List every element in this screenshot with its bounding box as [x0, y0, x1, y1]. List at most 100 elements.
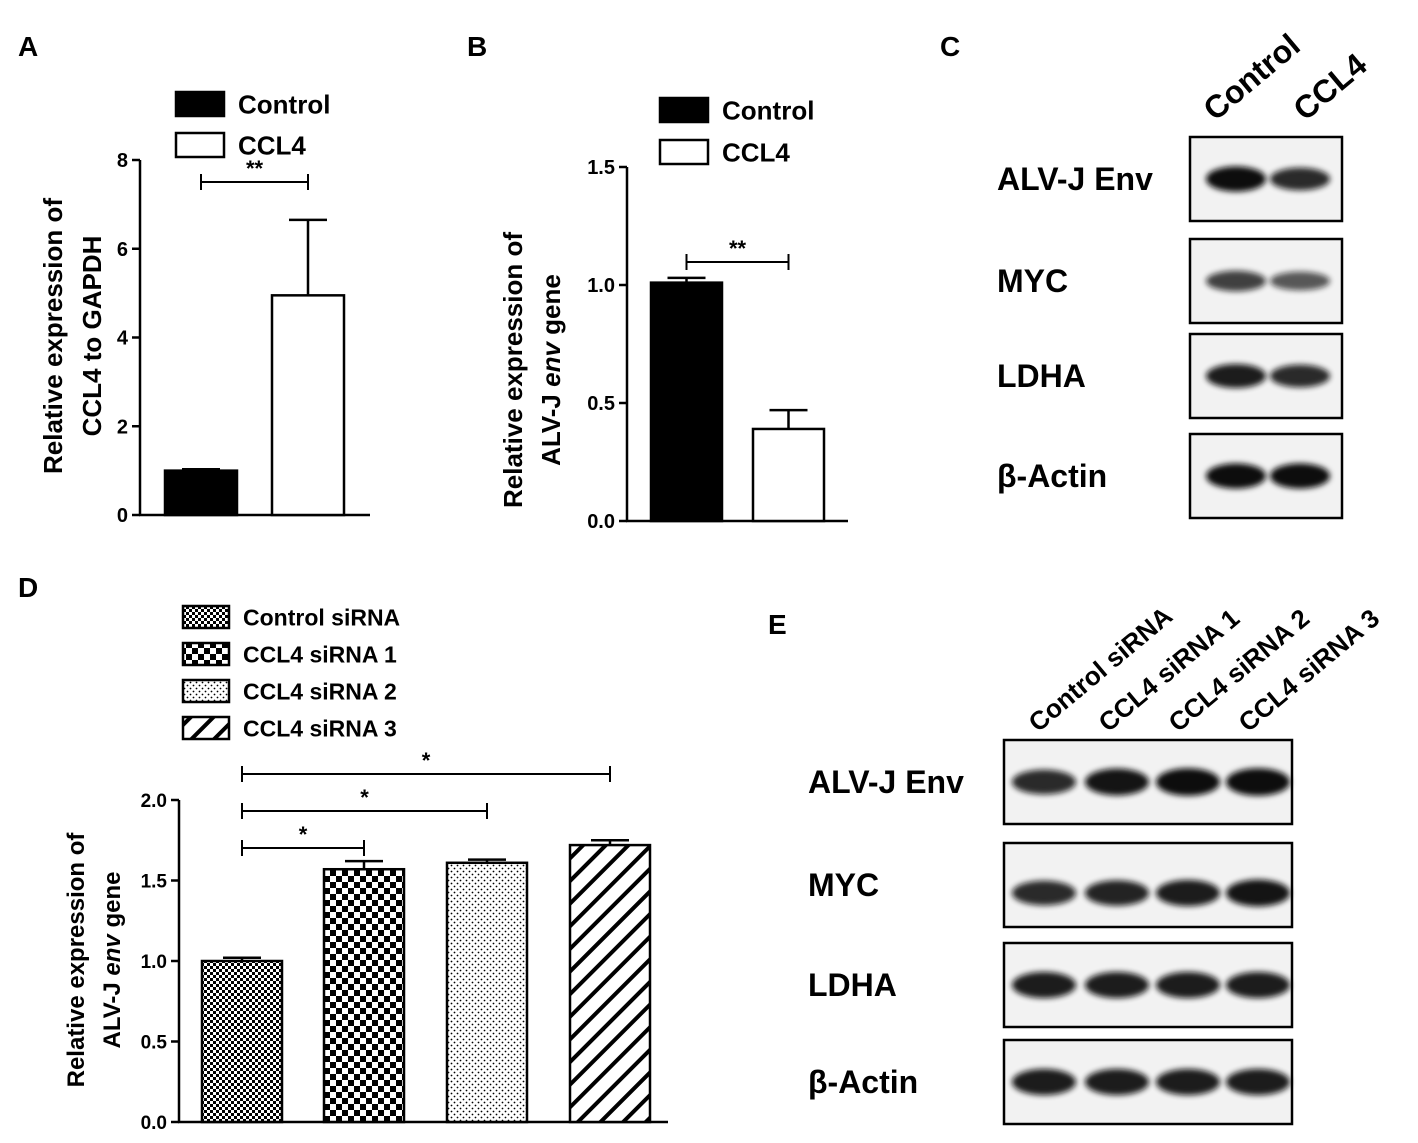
legend-label-d: CCL4 siRNA 3: [243, 715, 397, 741]
y-axis-label-part-a: CCL4 to GAPDH: [77, 236, 107, 437]
legend-label-a: Control: [238, 89, 330, 119]
y-tick-label-d: 1.5: [141, 872, 168, 893]
blot-band-c: [1206, 463, 1266, 489]
panel-label-d: D: [18, 572, 38, 603]
y-tick-label-b: 1.0: [587, 275, 615, 297]
bar-a-2: [270, 294, 346, 517]
blot-band-e: [1012, 1068, 1076, 1096]
legend-swatch-b: [658, 96, 710, 124]
blot-band-e: [1012, 880, 1076, 906]
bar-d-4: [568, 843, 652, 1124]
blot-band-e: [1085, 1068, 1149, 1096]
bar-b-1: [649, 281, 724, 523]
blot-band-c: [1270, 271, 1330, 291]
blot-band-c: [1270, 364, 1330, 388]
bar-b-2: [751, 427, 826, 523]
sig-label-d: *: [422, 748, 431, 773]
blot-band-c: [1270, 463, 1330, 489]
y-tick-label-a: 0: [117, 505, 128, 527]
legend-label-d: CCL4 siRNA 2: [243, 678, 397, 704]
panel-label-e: E: [768, 609, 787, 640]
y-axis-label-part-b: ALV-J: [536, 387, 566, 466]
chart-b: 0.0 0.5 1.0 1.5 ** Control CCL4 Relative expres…: [498, 95, 848, 533]
y-axis-label-part-d: gene: [99, 872, 126, 935]
legend-label-b: CCL4: [722, 137, 790, 167]
y-tick-label-d: 2.0: [141, 791, 167, 812]
blot-row-label-c: LDHA: [997, 358, 1086, 394]
blot-row-label-c: β-Actin: [997, 458, 1107, 494]
panel-label-b: B: [467, 31, 487, 62]
lane-label-c: Control: [1196, 27, 1306, 128]
y-axis-label-a: CCL4 to GAPDH: [77, 236, 107, 437]
y-tick-label-d: 0.0: [141, 1113, 167, 1134]
legend-swatch-d: [181, 604, 231, 630]
blot-band-c: [1206, 364, 1266, 388]
y-tick-label-a: 2: [117, 416, 128, 438]
y-axis-label-part-b: gene: [536, 274, 566, 342]
y-tick-label-d: 1.0: [141, 952, 167, 973]
legend-label-d: CCL4 siRNA 1: [243, 641, 397, 667]
sig-label-d: *: [299, 822, 308, 847]
legend-swatch-a: [174, 131, 226, 159]
chart-d: 0.0 0.5 1.0 1.5 2.0 * * * Control siRNA CCL4 siRN…: [63, 604, 668, 1134]
blot-row-label-c: ALV-J Env: [997, 161, 1153, 197]
y-axis-label-part-d: env: [99, 933, 126, 976]
legend-swatch-d: [181, 715, 231, 741]
legend-swatch-d: [181, 641, 231, 667]
blot-band-e: [1156, 1068, 1220, 1096]
blot-band-e: [1085, 880, 1149, 906]
legend-swatch-b: [658, 138, 710, 166]
bar-d-1: [200, 959, 284, 1124]
blot-band-e: [1156, 879, 1220, 907]
blot-band-e: [1226, 879, 1290, 907]
bar-d-3: [445, 861, 529, 1124]
y-tick-label-a: 4: [117, 328, 129, 350]
blot-band-e: [1226, 768, 1290, 796]
y-tick-label-d: 0.5: [141, 1033, 168, 1054]
blot-band-c: [1206, 270, 1266, 292]
blot-band-e: [1085, 971, 1149, 999]
y-axis-label-d: ALV-J env gene: [99, 872, 126, 1049]
y-axis-label-b: ALV-J env gene: [536, 274, 566, 466]
y-tick-label-b: 0.0: [587, 511, 615, 533]
y-axis-label-d: Relative expression of: [63, 832, 90, 1088]
y-axis-label-part-b: env: [536, 341, 566, 387]
sig-label-d: *: [360, 785, 369, 810]
legend-label-d: Control siRNA: [243, 604, 400, 630]
legend-label-b: Control: [722, 95, 814, 125]
blot-band-e: [1156, 768, 1220, 796]
blot-band-c: [1206, 166, 1266, 192]
y-axis-label-b: Relative expression of: [498, 232, 528, 508]
blot-band-e: [1226, 1068, 1290, 1096]
blot-band-e: [1012, 971, 1076, 999]
legend-swatch-a: [174, 90, 226, 118]
y-tick-label-b: 1.5: [587, 157, 615, 179]
panel-label-a: A: [18, 31, 38, 62]
sig-label-b: **: [729, 236, 747, 261]
y-tick-label-b: 0.5: [587, 393, 615, 415]
legend-swatch-d: [181, 678, 231, 704]
blot-row-label-c: MYC: [997, 263, 1068, 299]
blot-band-e: [1156, 971, 1220, 999]
y-axis-label-a: Relative expression of: [38, 198, 68, 474]
blot-band-e: [1085, 768, 1149, 796]
y-axis-label-part-d: ALV-J: [99, 976, 126, 1049]
y-tick-label-a: 6: [117, 239, 128, 261]
bar-d-2: [322, 867, 406, 1124]
legend-label-a: CCL4: [238, 130, 306, 160]
bar-a-1: [163, 469, 239, 517]
panel-label-c: C: [940, 31, 960, 62]
chart-a: 0 2 4 6 8 ** Control CCL4 Relative expression of…: [38, 89, 370, 527]
blot-band-e: [1012, 769, 1076, 795]
blot-band-e: [1226, 971, 1290, 999]
sig-label-a: **: [246, 156, 264, 181]
y-tick-label-a: 8: [117, 150, 128, 172]
blot-row-label-e: LDHA: [808, 967, 897, 1003]
blot-band-c: [1270, 167, 1330, 191]
blot-row-label-e: MYC: [808, 867, 879, 903]
blot-row-label-e: ALV-J Env: [808, 764, 964, 800]
blot-row-label-e: β-Actin: [808, 1064, 918, 1100]
